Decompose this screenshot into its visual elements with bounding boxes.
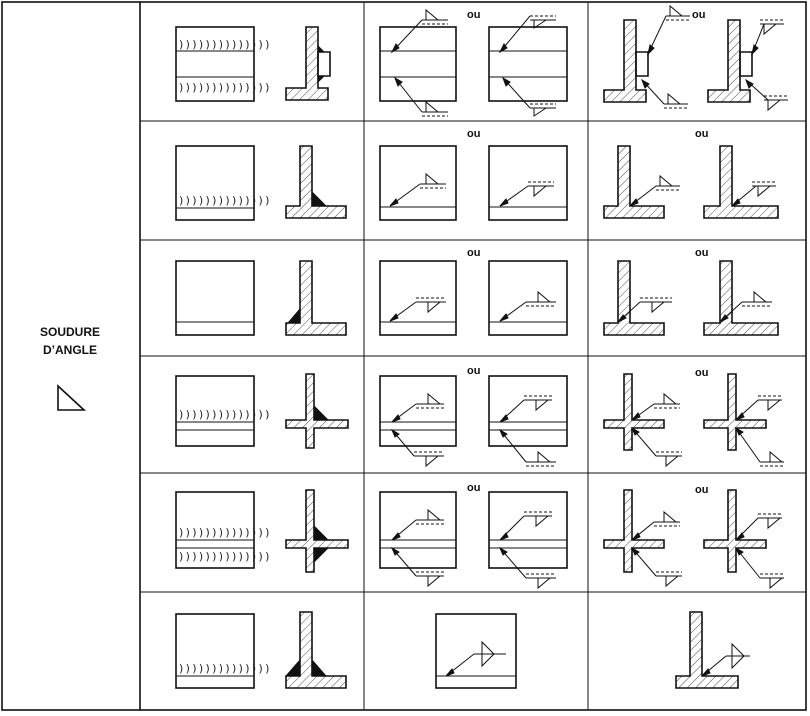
row-4: )))))))))))))) ou ou	[175, 365, 784, 468]
row-1: )))))))))))))) )))))))))))))) ou	[175, 4, 788, 117]
alternative-label: ou	[695, 484, 708, 496]
row-2: )))))))))))))) ou ou	[175, 128, 779, 221]
alternative-label: ou	[692, 9, 705, 21]
row-6: ))))))))))))))	[175, 611, 750, 689]
fillet-weld-symbol-icon	[57, 384, 87, 411]
weld-bead-texture: ))))))))))))))	[178, 408, 271, 421]
weld-type-label: SOUDURE	[40, 325, 100, 339]
alternative-label: ou	[695, 128, 708, 140]
weld-bead-texture: ))))))))))))))	[178, 526, 271, 539]
weld-bead-texture: ))))))))))))))	[178, 662, 271, 675]
alternative-label: ou	[467, 482, 480, 494]
row-5: )))))))))))))) )))))))))))))) ou ou	[175, 482, 784, 590]
weld-bead-texture: ))))))))))))))	[178, 81, 271, 94]
weld-bead-texture: ))))))))))))))	[178, 550, 271, 563]
alternative-label: ou	[695, 367, 708, 379]
alternative-label: ou	[467, 365, 480, 377]
row-3: ou ou	[175, 247, 779, 336]
weld-type-label-2: D’ANGLE	[43, 343, 97, 357]
alternative-label: ou	[467, 9, 480, 21]
alternative-label: ou	[467, 128, 480, 140]
weld-bead-texture: ))))))))))))))	[178, 194, 271, 207]
alternative-label: ou	[695, 247, 708, 259]
weld-bead-texture: ))))))))))))))	[178, 38, 271, 51]
alternative-label: ou	[467, 247, 480, 259]
